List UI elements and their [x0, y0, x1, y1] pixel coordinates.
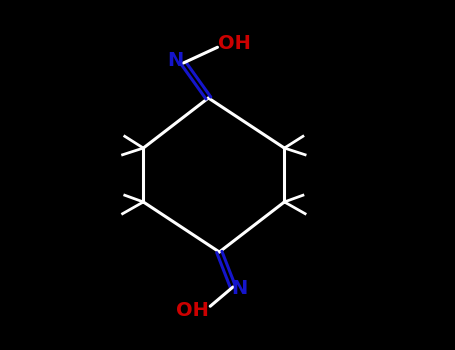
Text: N: N: [232, 279, 248, 298]
Text: OH: OH: [177, 301, 209, 320]
Text: OH: OH: [218, 34, 251, 52]
Text: N: N: [167, 51, 183, 70]
